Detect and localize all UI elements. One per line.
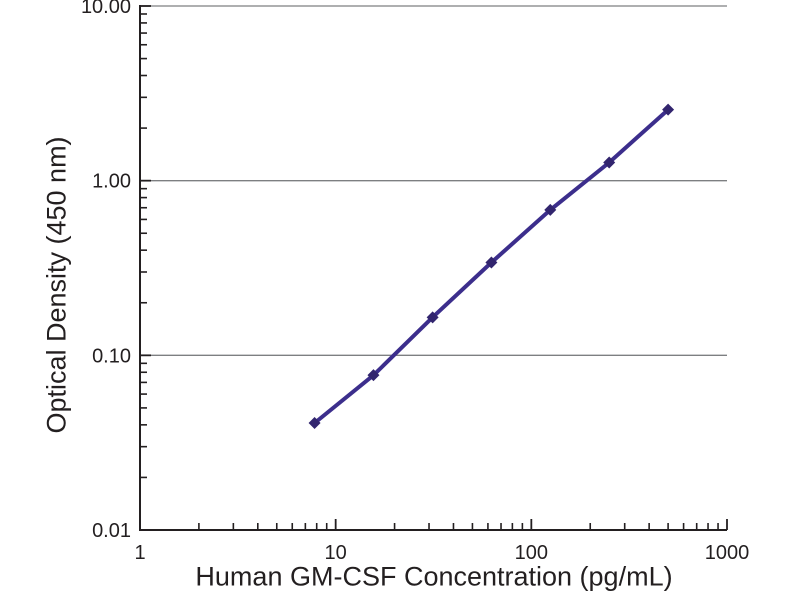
data-point-marker xyxy=(544,203,557,216)
y-tick-label: 1.00 xyxy=(92,171,131,193)
data-point-marker xyxy=(485,256,498,269)
x-tick-label: 10 xyxy=(325,542,347,564)
data-point-marker xyxy=(603,156,616,169)
y-tick-label: 10.00 xyxy=(81,0,131,18)
y-tick-label: 0.01 xyxy=(92,520,131,542)
data-point-marker xyxy=(662,103,675,116)
x-tick-label: 1000 xyxy=(705,542,750,564)
x-axis-title: Human GM-CSF Concentration (pg/mL) xyxy=(195,561,673,592)
x-tick-label: 1 xyxy=(134,542,145,564)
data-point-marker xyxy=(367,369,380,382)
data-point-marker xyxy=(426,311,439,324)
y-axis-title: Optical Density (450 nm) xyxy=(41,136,72,434)
x-tick-label: 100 xyxy=(515,542,548,564)
data-point-marker xyxy=(308,416,321,429)
y-tick-label: 0.10 xyxy=(92,345,131,367)
